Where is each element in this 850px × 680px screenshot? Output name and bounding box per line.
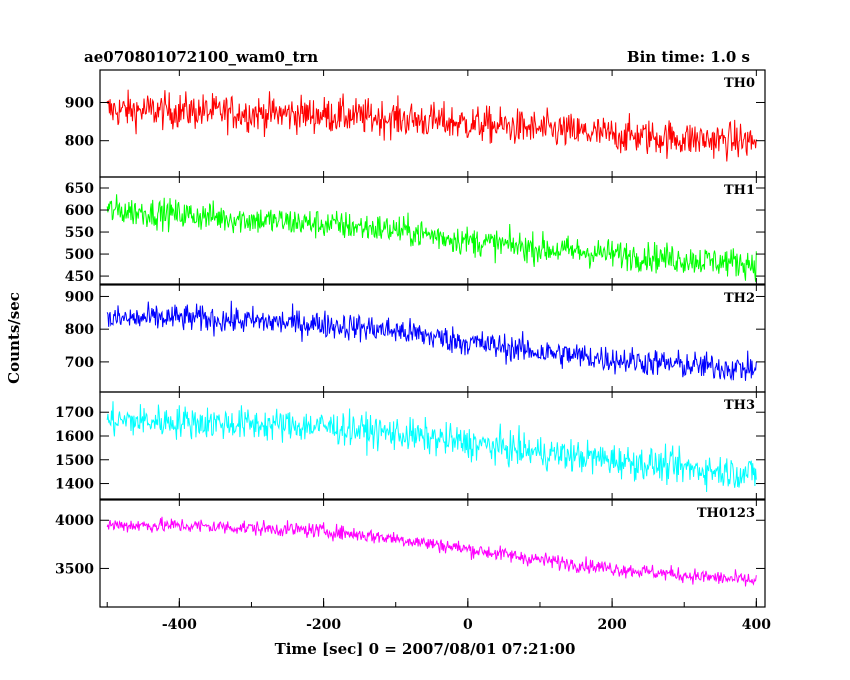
panel-th0: 900 800 TH0: [65, 69, 766, 178]
y-tick-label: 700: [65, 355, 94, 371]
y-tick-label: 550: [65, 225, 94, 241]
x-axis-label: Time [sec] 0 = 2007/08/01 07:21:00: [275, 640, 576, 658]
y-tick-label: 650: [65, 181, 94, 197]
panel-label: TH1: [724, 183, 755, 198]
series-line-th0: [106, 89, 757, 162]
x-tick-label: 0: [463, 617, 473, 633]
series-line-th1: [106, 194, 757, 282]
y-tick-label: 3500: [55, 561, 94, 577]
panel-frame: [99, 176, 766, 285]
y-tick-label: 1700: [55, 405, 94, 421]
y-tick-label: 1400: [55, 477, 94, 493]
series-line-th2: [106, 300, 757, 381]
y-axis-label: Counts/sec: [5, 292, 23, 384]
y-tick-label: 1600: [55, 429, 94, 445]
chart-title: ae070801072100_wam0_trn: [84, 48, 318, 66]
panel-th1: 650 600 550 500 450 TH1: [65, 176, 766, 285]
y-tick-label: 4000: [55, 513, 94, 529]
panel-label: TH2: [724, 291, 755, 306]
panel-label: TH0: [724, 76, 755, 91]
x-tick-label: 400: [742, 617, 771, 633]
x-tick-label: -200: [306, 617, 341, 633]
x-tick-label: -400: [162, 617, 197, 633]
panel-th3: 1700 1600 1500 1400 TH3: [55, 391, 766, 500]
y-tick-label: 1500: [55, 453, 94, 469]
y-tick-label: 800: [65, 134, 94, 150]
y-tick-label: 600: [65, 203, 94, 219]
y-tick-label: 800: [65, 322, 94, 338]
y-tick-label: 500: [65, 247, 94, 263]
panel-th2: 900 800 700 TH2: [65, 284, 766, 393]
panels-group: 900 800 TH0 650 600 550 500 450 TH1 900 800 700 TH2 1…: [55, 69, 766, 608]
y-tick-label: 900: [65, 289, 94, 305]
series-line-th0123: [106, 516, 757, 587]
panel-frame: [99, 499, 766, 608]
series-line-th3: [106, 401, 757, 493]
panel-frame: [99, 391, 766, 500]
panel-label: TH3: [724, 398, 755, 413]
y-tick-label: 450: [65, 269, 94, 285]
panel-label: TH0123: [697, 506, 755, 521]
x-tick-label: 200: [597, 617, 626, 633]
y-tick-label: 900: [65, 95, 94, 111]
panel-frame: [99, 284, 766, 393]
bin-time-label: Bin time: 1.0 s: [627, 48, 750, 66]
x-axis: -400 -200 0 200 400: [106, 598, 771, 633]
panel-th0123: 4000 3500 TH0123: [55, 499, 766, 608]
